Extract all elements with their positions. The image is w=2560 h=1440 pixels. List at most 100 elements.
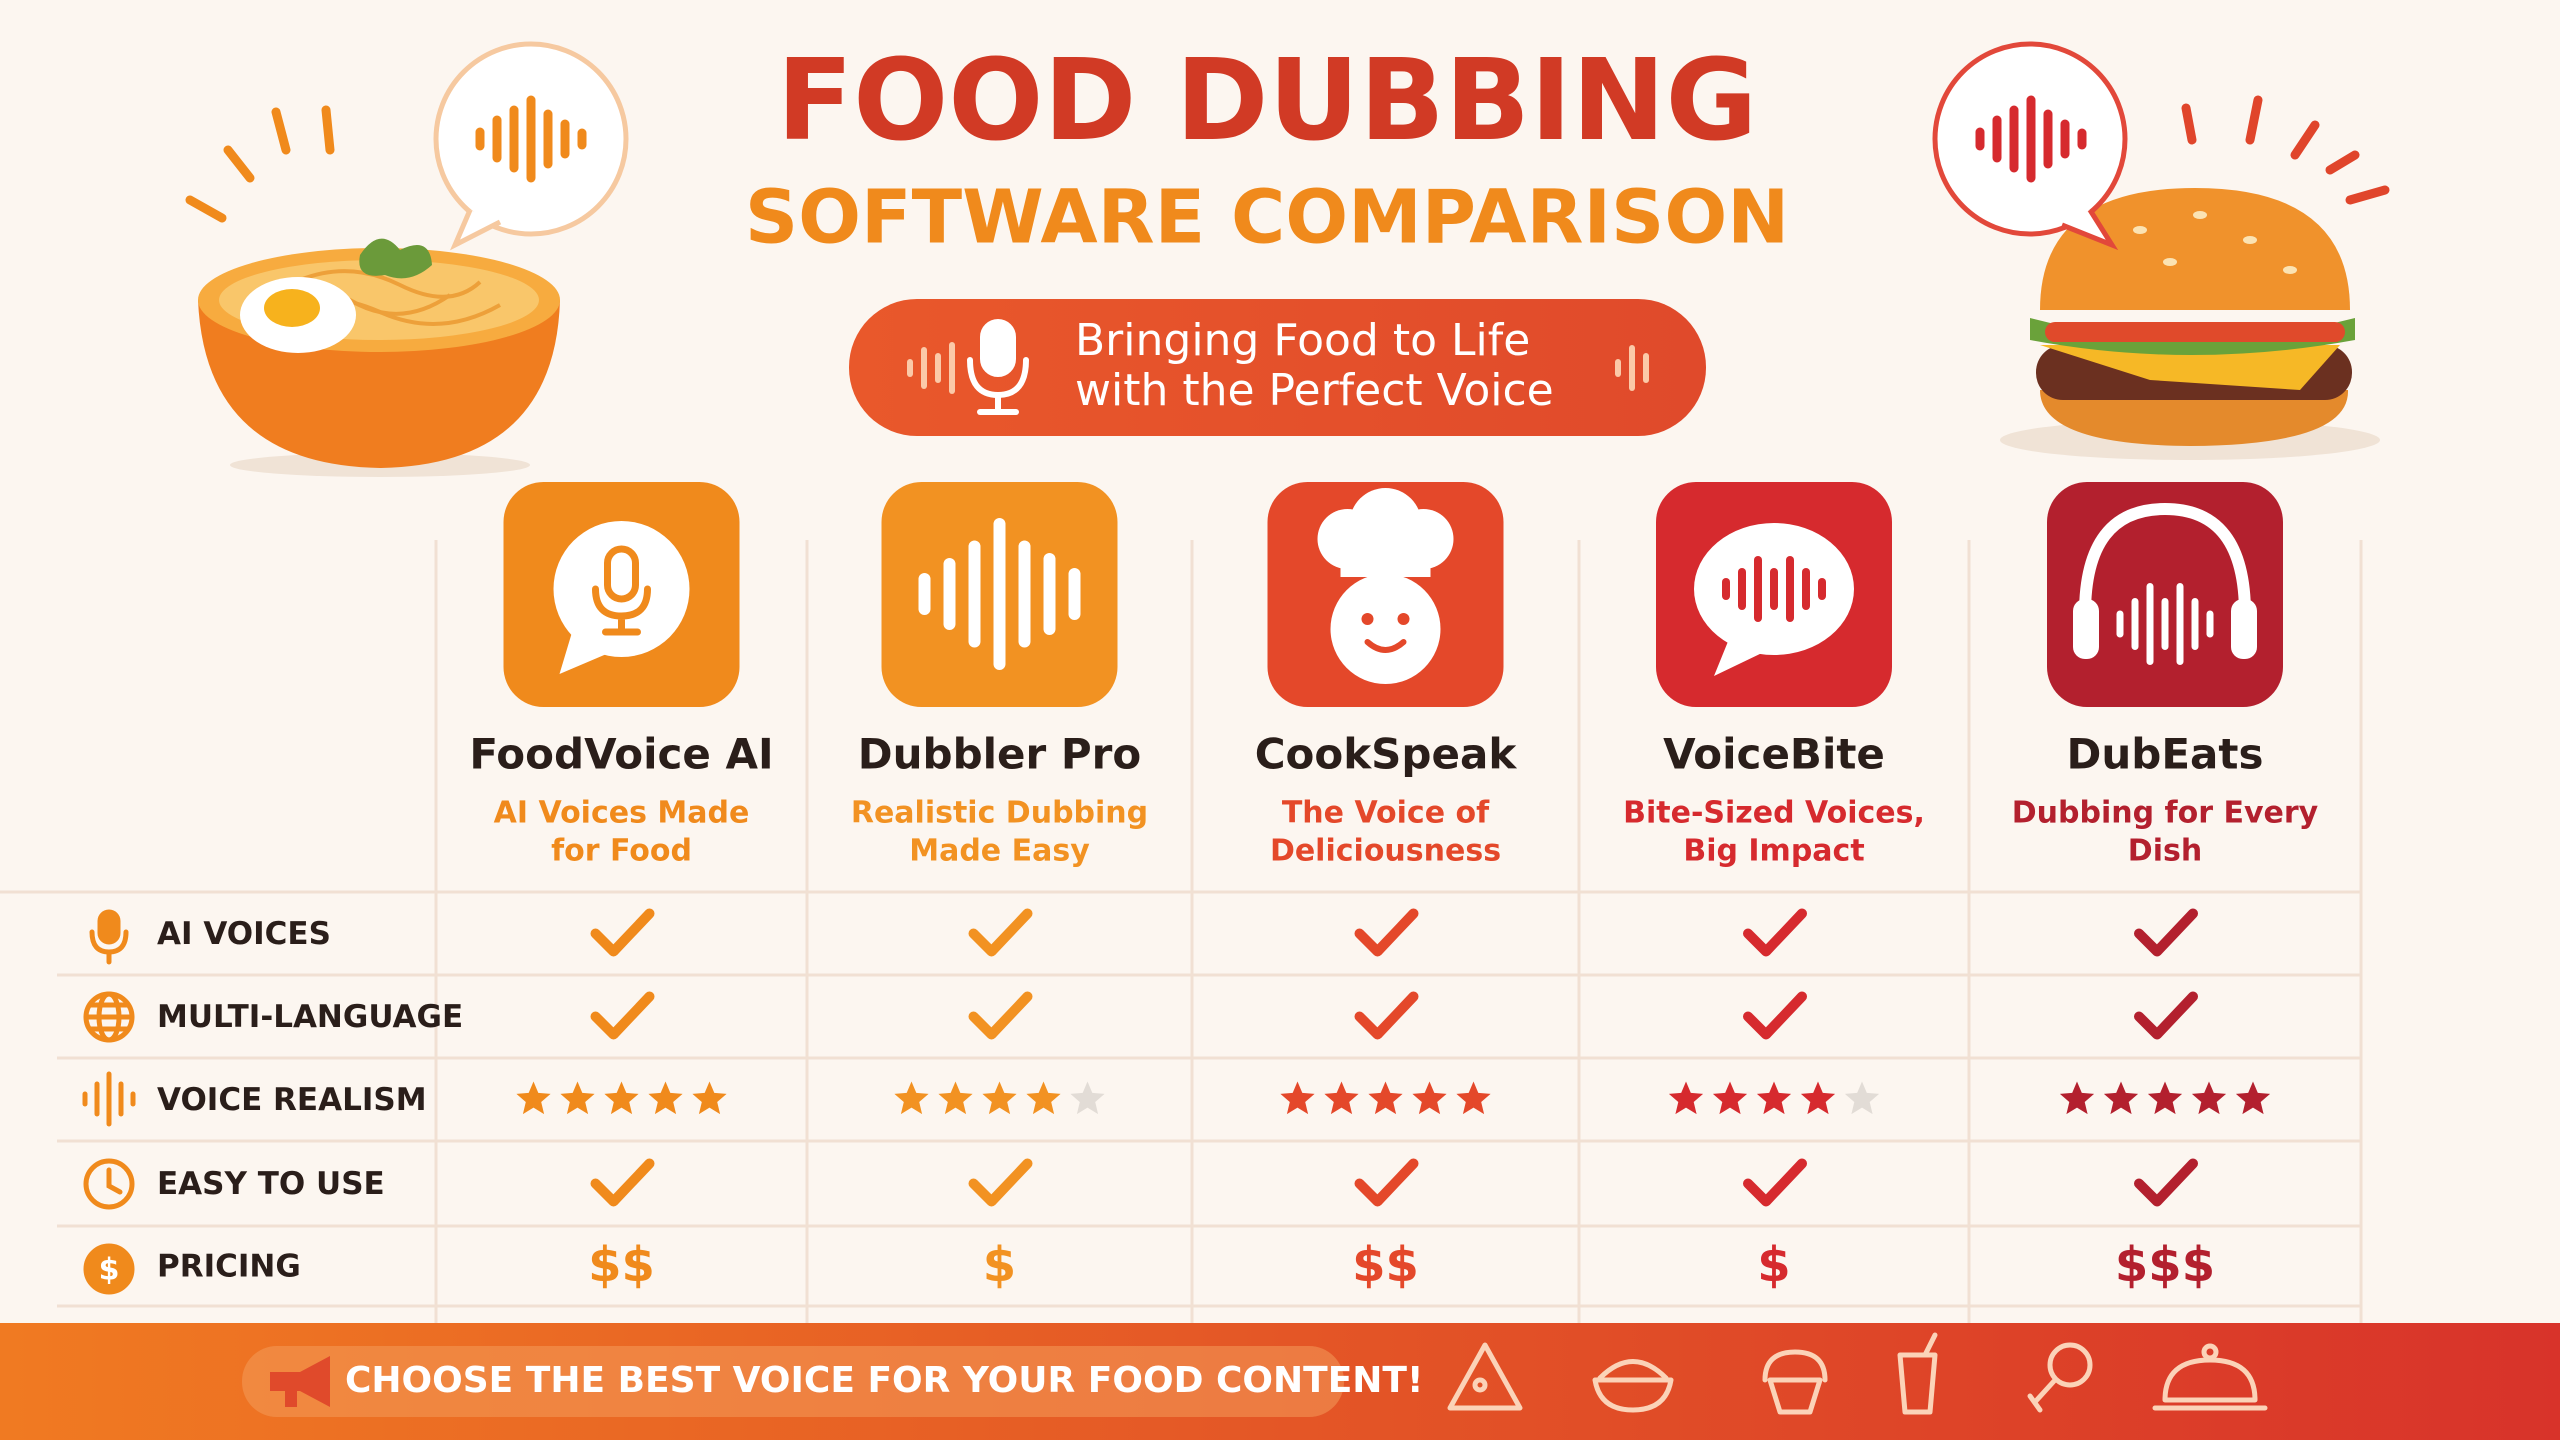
product-name: FoodVoice AI (469, 730, 773, 779)
megaphone-icon (270, 1356, 330, 1407)
star (1456, 1081, 1491, 1115)
product-name: DubEats (2067, 730, 2264, 779)
tagline-line: with the Perfect Voice (1075, 365, 1554, 416)
mic-icon (907, 319, 1649, 415)
check-mark (1354, 991, 1419, 1040)
product-icon (503, 482, 740, 707)
product-icon (1656, 482, 1892, 707)
product-tagline: Bite-Sized Voices, (1623, 796, 1925, 831)
star (516, 1081, 551, 1115)
star (2235, 1081, 2271, 1115)
star-rating (1280, 1081, 1491, 1115)
title: FOOD DUBBING (777, 36, 1758, 166)
footer-icons (1447, 1332, 2268, 1415)
star (2103, 1081, 2139, 1115)
eye (1397, 613, 1410, 625)
star (894, 1081, 929, 1115)
check-mark (968, 1158, 1033, 1207)
star (648, 1081, 683, 1115)
row-icons (82, 909, 136, 1295)
headphones (2079, 502, 2251, 615)
burger-illustration (1932, 41, 2390, 460)
star-rating (516, 1081, 727, 1115)
price-label: $ (1757, 1237, 1790, 1293)
star (1070, 1081, 1105, 1115)
check-mark (1354, 1158, 1419, 1207)
star (692, 1081, 727, 1115)
star (982, 1081, 1017, 1115)
tagline-line: Bringing Food to Life (1075, 315, 1530, 366)
star-rating (2059, 1081, 2271, 1115)
star (1280, 1081, 1315, 1115)
price-label: $ (983, 1237, 1016, 1293)
check-mark (590, 1158, 655, 1207)
star (2191, 1081, 2227, 1115)
star (560, 1081, 595, 1115)
star-rating (1668, 1081, 1880, 1115)
feature-label: EASY TO USE (157, 1166, 385, 1202)
smile (1364, 639, 1407, 653)
price-label: $$ (1352, 1237, 1419, 1293)
check-mark (1743, 908, 1807, 957)
product-name: CookSpeak (1255, 730, 1518, 779)
tagline-pill (849, 299, 1706, 436)
footer-pill (242, 1346, 1344, 1417)
mic-stand (592, 585, 651, 636)
check-mark (2134, 1158, 2198, 1207)
product-tagline: Deliciousness (1270, 834, 1501, 869)
bubble-tail (1714, 639, 1764, 676)
star (1368, 1081, 1403, 1115)
price-label: $$ (588, 1237, 655, 1293)
star (1844, 1081, 1880, 1115)
star (1668, 1081, 1704, 1115)
dollar-icon: $ (99, 1253, 120, 1288)
bubble-tail (559, 634, 607, 674)
check-mark (968, 908, 1033, 957)
star (1756, 1081, 1792, 1115)
check-mark (590, 908, 655, 957)
star (1712, 1081, 1748, 1115)
check-mark (2134, 908, 2198, 957)
star (2059, 1081, 2095, 1115)
product-tagline: Big Impact (1683, 834, 1864, 869)
check-mark (1743, 991, 1807, 1040)
product-tagline: AI Voices Made (494, 796, 750, 831)
star (1324, 1081, 1359, 1115)
mic (604, 545, 639, 603)
check-mark (1743, 1158, 1807, 1207)
product-tagline: The Voice of (1282, 796, 1490, 831)
feature-label: VOICE REALISM (157, 1082, 427, 1118)
star-rating (894, 1081, 1105, 1115)
product-tagline: Dish (2128, 834, 2202, 869)
product-icon (2047, 482, 2283, 707)
star (1412, 1081, 1447, 1115)
ear-cup (2231, 599, 2257, 659)
star (1800, 1081, 1836, 1115)
product-name: VoiceBite (1663, 730, 1885, 779)
product-tagline: for Food (551, 834, 692, 869)
price-label: $$$ (2115, 1237, 2215, 1293)
feature-label: AI VOICES (157, 916, 331, 952)
star (1026, 1081, 1061, 1115)
product-icon (881, 482, 1118, 707)
chef-hat-band (1340, 549, 1431, 577)
check-mark (590, 991, 655, 1040)
product-tagline: Dubbing for Every (2012, 796, 2319, 831)
check-mark (968, 991, 1033, 1040)
feature-label: PRICING (157, 1249, 301, 1285)
product-tagline: Made Easy (909, 834, 1090, 869)
chef-face (1330, 574, 1441, 684)
check-mark (1354, 908, 1419, 957)
star (604, 1081, 639, 1115)
bubble (553, 521, 690, 657)
product-name: Dubbler Pro (858, 730, 1141, 779)
product-tagline: Realistic Dubbing (851, 796, 1148, 831)
star (2147, 1081, 2183, 1115)
check-mark (2134, 991, 2198, 1040)
ear-cup (2073, 599, 2099, 659)
footer-text: CHOOSE THE BEST VOICE FOR YOUR FOOD CONT… (345, 1360, 1423, 1401)
feature-label: MULTI-LANGUAGE (157, 999, 463, 1035)
eye (1361, 613, 1374, 625)
